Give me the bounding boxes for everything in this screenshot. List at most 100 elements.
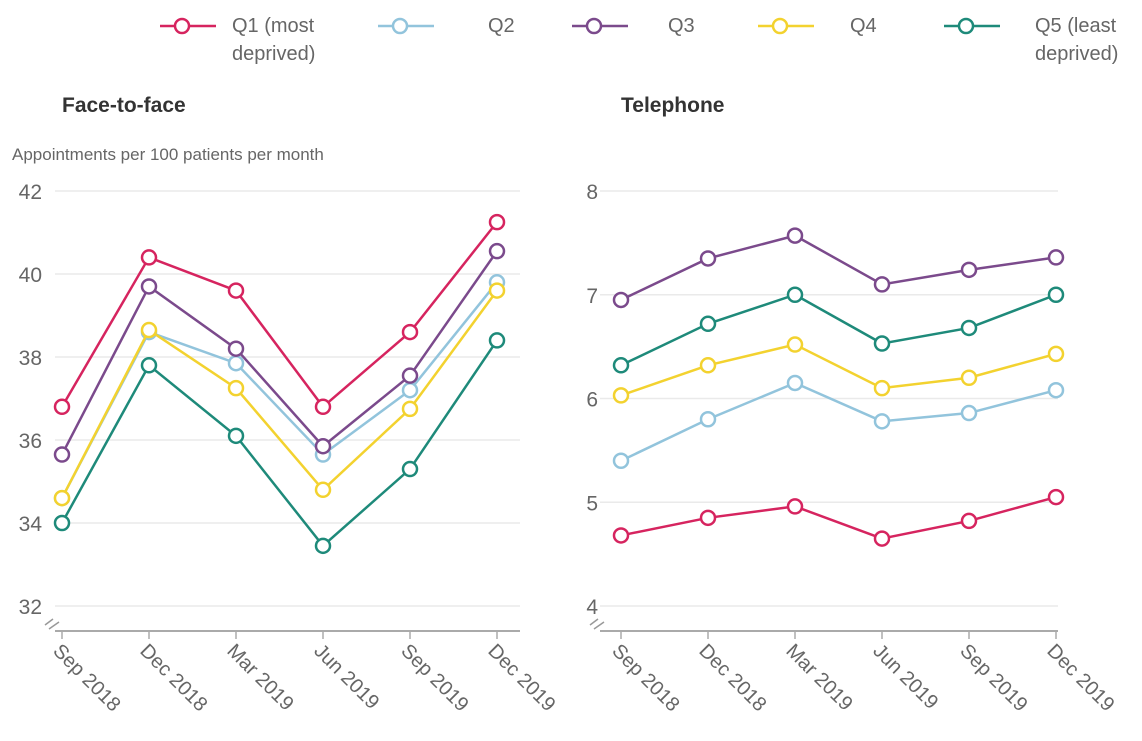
data-point [873,335,891,352]
data-point [53,446,71,463]
data-point [314,398,332,416]
data-point [401,400,419,418]
data-point [699,357,717,374]
data-point [227,340,245,357]
data-point [612,357,630,374]
data-point [401,381,419,399]
data-point [1047,381,1065,399]
x-tick-label: Dec 2018 [694,640,770,716]
data-point [140,249,158,266]
legend-label: Q3 [668,15,695,37]
data-point [227,427,245,445]
data-point [873,530,891,547]
chart-title: Face-to-face [62,94,186,117]
data-point [53,489,71,507]
data-point [1047,345,1065,363]
data-point [960,369,978,386]
data-point [1047,488,1065,506]
data-point [699,509,717,527]
chart-title: Telephone [621,94,724,117]
y-tick-label: 38 [19,347,42,370]
x-tick-label: Mar 2019 [222,640,297,715]
data-point [786,286,804,303]
x-tick-label: Jun 2019 [309,640,383,714]
series-line [620,343,1057,397]
x-tick-label: Sep 2019 [396,640,472,716]
y-tick-label: 7 [586,285,598,308]
x-tick-label: Dec 2018 [135,640,211,716]
x-tick-label: Jun 2019 [868,640,942,714]
data-point [1047,286,1065,303]
y-tick-label: 4 [586,596,598,619]
series-line [60,250,499,456]
y-tick-label: 8 [586,181,598,204]
data-point [612,452,630,469]
data-point [401,460,419,478]
data-point [401,323,419,341]
data-point [960,404,978,422]
legend-label: Q5 (least deprived) [1035,15,1119,65]
data-point [140,357,158,374]
y-tick-label: 32 [19,596,42,619]
legend-marker [391,17,409,35]
data-point [314,481,332,499]
y-tick-label: 34 [19,513,43,536]
series-line [620,381,1057,462]
legend-marker [173,17,191,35]
series-line [620,234,1057,302]
data-point [227,354,245,372]
series-line [60,281,498,499]
x-tick-label: Dec 2019 [483,640,559,716]
data-point [873,413,891,430]
data-point [53,514,71,532]
data-point [140,321,158,339]
data-point [488,213,506,231]
x-tick-label: Sep 2018 [607,640,683,716]
data-point [960,512,978,530]
y-tick-label: 40 [19,264,42,287]
data-point [873,379,891,397]
series-line [60,221,498,409]
data-point [873,276,891,293]
x-tick-label: Mar 2019 [781,640,856,715]
data-point [314,537,332,555]
data-point [488,332,506,349]
axis-break [589,618,605,630]
y-axis-label: Appointments per 100 patients per month [12,145,324,164]
y-tick-label: 36 [19,430,42,453]
data-point [960,261,978,279]
y-tick-label: 5 [586,492,598,515]
x-tick-label: Sep 2018 [48,640,124,716]
data-point [314,437,332,455]
legend-label: Q2 [488,15,515,37]
x-tick-label: Dec 2019 [1042,640,1118,716]
data-point [960,319,978,337]
data-point [699,411,717,428]
data-point [227,379,245,397]
data-point [53,398,71,416]
x-tick-label: Sep 2019 [955,640,1031,716]
axis-break [44,618,60,630]
legend-label: Q1 (most deprived) [232,15,316,65]
legend-marker [771,17,789,35]
data-point [612,527,630,544]
data-point [140,278,158,295]
series-line [60,339,499,548]
data-point [227,282,245,299]
data-point [699,250,717,267]
data-point [786,498,804,515]
data-point [401,367,419,384]
y-tick-label: 42 [19,181,42,204]
data-point [488,242,506,260]
data-point [612,291,630,309]
legend-marker [957,17,975,35]
data-point [786,374,804,392]
y-tick-label: 6 [586,389,598,412]
data-point [699,315,717,333]
data-point [612,387,630,404]
data-point [786,336,804,353]
data-point [488,282,506,299]
data-point [786,227,804,244]
